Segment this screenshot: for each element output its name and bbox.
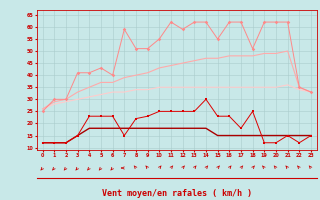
- Text: Vent moyen/en rafales ( km/h ): Vent moyen/en rafales ( km/h ): [102, 189, 252, 198]
